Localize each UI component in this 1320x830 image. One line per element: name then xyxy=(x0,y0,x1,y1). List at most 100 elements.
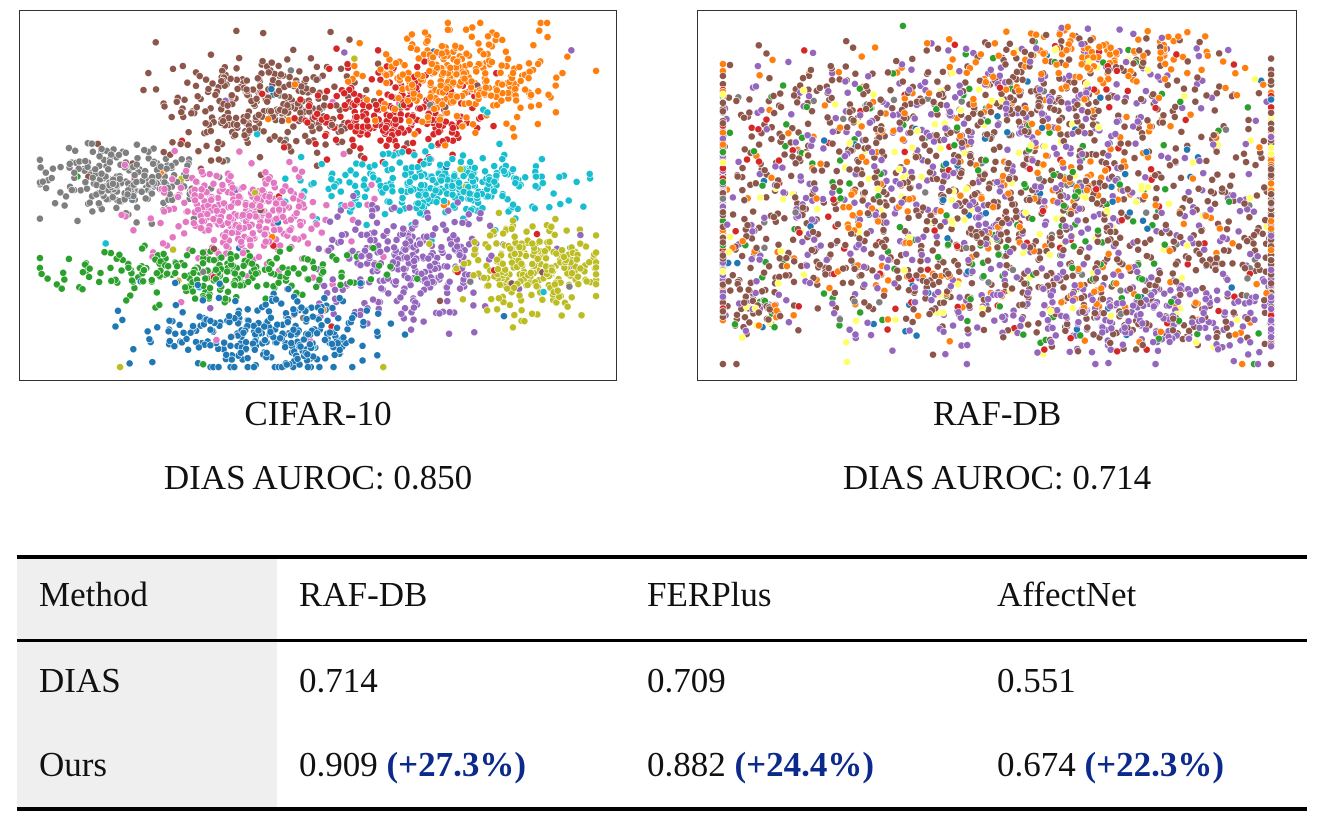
scatter-point xyxy=(836,194,845,203)
scatter-point xyxy=(96,269,105,277)
scatter-point xyxy=(1224,217,1233,226)
scatter-point xyxy=(51,199,59,208)
scatter-point xyxy=(565,282,574,291)
scatter-point xyxy=(1092,150,1100,159)
scatter-point xyxy=(391,115,400,124)
scatter-point xyxy=(81,157,90,165)
scatter-point xyxy=(1058,158,1067,167)
scatter-point xyxy=(339,333,348,342)
scatter-point xyxy=(924,68,933,77)
scatter-point xyxy=(382,71,391,80)
scatter-point xyxy=(373,327,382,336)
scatter-point xyxy=(782,254,791,262)
scatter-point xyxy=(1147,273,1156,282)
scatter-point xyxy=(287,66,295,75)
scatter-point xyxy=(875,298,884,307)
scatter-point xyxy=(321,140,330,149)
scatter-point xyxy=(799,74,807,82)
scatter-point xyxy=(976,109,985,118)
scatter-point xyxy=(122,296,131,305)
scatter-point xyxy=(336,206,345,215)
scatter-point xyxy=(356,144,365,153)
scatter-point xyxy=(290,165,299,174)
scatter-point xyxy=(285,73,294,81)
scatter-point xyxy=(592,280,600,289)
scatter-point xyxy=(876,109,885,117)
scatter-point xyxy=(289,46,298,54)
scatter-point xyxy=(1192,44,1201,53)
scatter-point xyxy=(343,60,352,69)
scatter-point xyxy=(149,159,157,168)
scatter-point xyxy=(225,312,234,321)
scatter-point xyxy=(365,102,374,111)
scatter-point xyxy=(37,270,46,278)
scatter-point xyxy=(1183,145,1191,154)
scatter-point xyxy=(506,301,514,309)
scatter-point xyxy=(201,274,210,283)
scatter-point xyxy=(197,185,206,194)
scatter-point xyxy=(733,172,742,181)
scatter-point xyxy=(210,244,218,253)
scatter-point xyxy=(1149,90,1158,99)
scatter-point xyxy=(556,200,565,208)
scatter-point xyxy=(899,22,907,30)
scatter-point xyxy=(549,189,558,198)
scatter-point xyxy=(1206,205,1215,214)
scatter-point xyxy=(535,237,544,246)
scatter-point xyxy=(376,136,385,145)
scatter-point xyxy=(266,328,275,336)
scatter-point xyxy=(78,285,87,294)
scatter-point xyxy=(414,199,423,208)
scatter-point xyxy=(836,178,844,187)
scatter-point xyxy=(1267,54,1275,63)
scatter-point xyxy=(199,259,207,268)
scatter-point xyxy=(765,74,774,83)
scatter-point xyxy=(845,108,854,116)
scatter-point xyxy=(321,131,330,140)
scatter-point xyxy=(870,162,879,171)
scatter-point xyxy=(433,63,441,72)
scatter-point xyxy=(230,269,239,278)
scatter-point xyxy=(1251,161,1260,169)
scatter-point xyxy=(453,242,462,251)
scatter-point xyxy=(331,285,339,294)
scatter-point xyxy=(171,279,180,287)
scatter-point xyxy=(227,202,235,211)
scatter-point xyxy=(1166,122,1175,131)
scatter-point xyxy=(340,101,349,110)
scatter-point xyxy=(1164,153,1173,162)
scatter-point xyxy=(215,279,224,288)
scatter-point xyxy=(958,138,966,147)
scatter-point xyxy=(1040,197,1049,206)
scatter-point xyxy=(945,63,954,71)
scatter-point xyxy=(543,19,552,27)
scatter-point xyxy=(239,183,248,192)
scatter-point xyxy=(303,350,312,359)
scatter-point xyxy=(363,95,371,104)
scatter-point xyxy=(933,175,941,183)
scatter-point xyxy=(762,49,771,58)
scatter-point xyxy=(981,91,990,99)
scatter-point xyxy=(1104,93,1113,102)
scatter-point xyxy=(222,350,231,359)
scatter-point xyxy=(778,163,787,172)
scatter-point xyxy=(425,67,434,75)
scatter-point xyxy=(315,275,324,284)
scatter-point xyxy=(1003,145,1012,154)
scatter-point xyxy=(1038,123,1046,132)
scatter-point xyxy=(1028,215,1037,223)
scatter-point xyxy=(304,239,312,248)
scatter-point xyxy=(449,78,458,87)
scatter-point xyxy=(527,91,535,99)
scatter-point xyxy=(209,256,218,265)
scatter-point xyxy=(421,28,429,37)
scatter-point xyxy=(552,249,561,258)
scatter-point xyxy=(1120,122,1129,131)
scatter-point xyxy=(503,284,512,293)
scatter-point xyxy=(828,127,837,136)
scatter-point xyxy=(465,189,474,198)
scatter-point xyxy=(932,152,941,160)
scatter-point xyxy=(317,160,326,168)
scatter-point xyxy=(155,301,164,309)
scatter-point xyxy=(498,80,507,89)
